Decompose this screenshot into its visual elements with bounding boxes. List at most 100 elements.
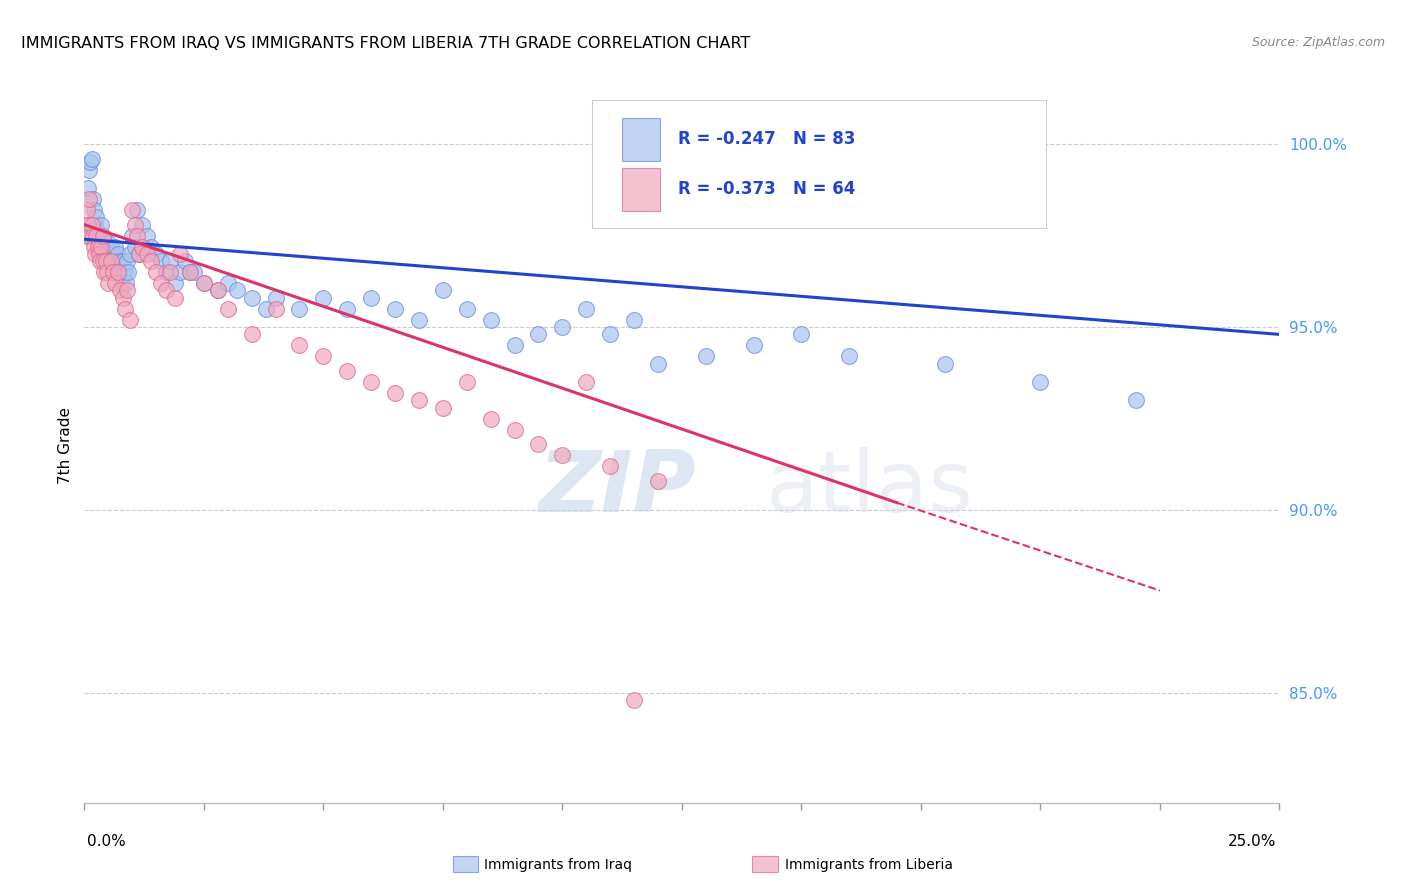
Point: [264, 291, 287, 305]
Point: [336, 364, 359, 378]
Point: [107, 247, 129, 261]
Point: [77, 181, 100, 195]
Point: [87, 225, 110, 239]
Point: [100, 254, 122, 268]
Point: [111, 291, 134, 305]
Point: [94, 254, 117, 268]
Point: [98, 247, 121, 261]
Point: [742, 338, 765, 352]
Point: [80, 152, 103, 166]
Point: [240, 327, 263, 342]
Point: [169, 265, 191, 279]
Point: [104, 239, 127, 253]
Text: atlas: atlas: [766, 447, 973, 531]
FancyBboxPatch shape: [592, 100, 1046, 228]
Point: [432, 401, 454, 415]
Point: [124, 239, 146, 253]
Point: [149, 254, 172, 268]
Point: [82, 192, 104, 206]
Point: [479, 312, 502, 326]
Point: [90, 218, 112, 232]
Point: [110, 265, 132, 279]
Point: [111, 254, 134, 268]
Point: [93, 228, 115, 243]
Point: [77, 218, 100, 232]
Point: [93, 247, 115, 261]
Point: [288, 301, 311, 316]
Point: [503, 338, 526, 352]
Point: [145, 247, 167, 261]
Point: [159, 254, 181, 268]
Point: [551, 448, 574, 462]
Point: [838, 349, 860, 363]
Point: [112, 265, 135, 279]
Point: [623, 693, 645, 707]
Point: [1125, 393, 1147, 408]
Point: [101, 254, 124, 268]
Point: [110, 284, 132, 298]
Point: [96, 265, 118, 279]
Point: [527, 327, 550, 342]
Point: [124, 218, 146, 232]
Point: [790, 327, 813, 342]
Point: [183, 265, 205, 279]
Point: [90, 239, 112, 253]
Point: [173, 254, 195, 268]
Point: [432, 284, 454, 298]
Point: [83, 247, 105, 261]
Point: [384, 386, 406, 401]
Point: [408, 393, 430, 408]
Point: [121, 202, 143, 217]
Point: [125, 228, 148, 243]
Text: Immigrants from Iraq: Immigrants from Iraq: [484, 858, 631, 872]
Point: [217, 276, 239, 290]
Point: [128, 247, 150, 261]
Text: ZIP: ZIP: [538, 447, 696, 531]
Point: [207, 284, 229, 298]
Point: [312, 349, 335, 363]
Point: [575, 301, 598, 316]
Point: [360, 375, 382, 389]
Point: [87, 247, 110, 261]
Point: [141, 254, 163, 268]
Point: [83, 202, 105, 217]
Point: [240, 291, 263, 305]
Text: R = -0.373   N = 64: R = -0.373 N = 64: [678, 180, 856, 198]
Point: [89, 254, 111, 268]
Point: [695, 349, 717, 363]
Point: [83, 239, 105, 253]
Point: [479, 411, 502, 425]
Point: [384, 301, 406, 316]
Point: [179, 265, 201, 279]
Text: Immigrants from Liberia: Immigrants from Liberia: [785, 858, 952, 872]
Point: [131, 218, 153, 232]
Point: [76, 228, 98, 243]
Point: [103, 254, 125, 268]
Point: [575, 375, 598, 389]
Point: [86, 211, 108, 225]
Point: [934, 357, 956, 371]
Point: [135, 247, 157, 261]
Point: [100, 239, 122, 253]
Point: [503, 423, 526, 437]
Point: [91, 232, 114, 246]
Point: [125, 202, 148, 217]
Point: [193, 276, 215, 290]
Point: [97, 235, 120, 250]
Point: [312, 291, 335, 305]
Point: [94, 254, 117, 268]
Point: [135, 228, 157, 243]
Point: [79, 155, 101, 169]
Point: [623, 312, 645, 326]
Point: [114, 265, 136, 279]
Text: IMMIGRANTS FROM IRAQ VS IMMIGRANTS FROM LIBERIA 7TH GRADE CORRELATION CHART: IMMIGRANTS FROM IRAQ VS IMMIGRANTS FROM …: [21, 36, 751, 51]
Point: [118, 312, 141, 326]
Point: [1029, 375, 1052, 389]
Point: [165, 276, 187, 290]
Point: [408, 312, 430, 326]
Text: R = -0.247   N = 83: R = -0.247 N = 83: [678, 130, 856, 148]
Point: [193, 276, 215, 290]
Bar: [623, 118, 661, 161]
Point: [121, 228, 143, 243]
Point: [77, 162, 100, 177]
